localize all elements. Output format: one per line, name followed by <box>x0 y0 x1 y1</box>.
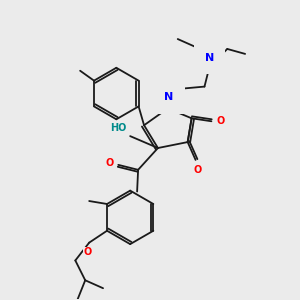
Text: HO: HO <box>110 123 126 133</box>
Text: N: N <box>164 92 173 102</box>
Text: O: O <box>105 158 113 168</box>
Text: O: O <box>194 165 202 175</box>
Text: O: O <box>83 247 91 256</box>
Text: O: O <box>216 116 225 126</box>
Text: N: N <box>205 53 214 63</box>
